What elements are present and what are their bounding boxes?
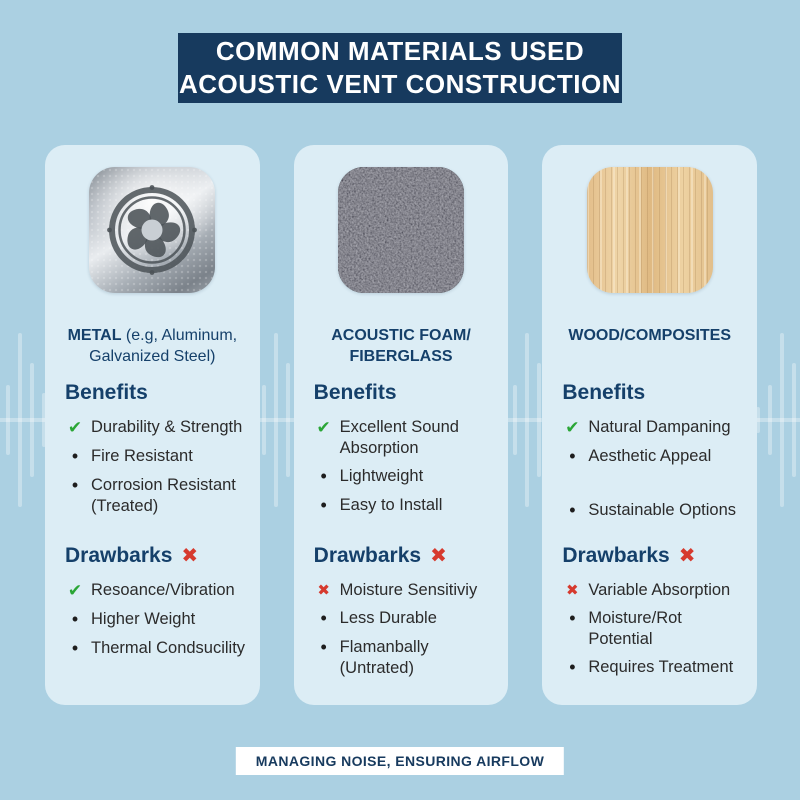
check-icon (65, 417, 85, 439)
drawbacks-heading: Drawbarks ✖ (562, 543, 696, 568)
benefits-section: Benefits Excellent Sound Absorption Ligh… (306, 381, 497, 543)
bullet-icon (314, 637, 334, 679)
material-name-metal: METAL (e.g, Aluminum, Galvanized Steel) (67, 327, 238, 365)
bullet-icon (562, 657, 582, 679)
drawbacks-heading: Drawbarks ✖ (65, 543, 199, 568)
x-icon (314, 580, 334, 601)
x-icon: ✖ (430, 545, 447, 567)
list-item: Variable Absorption (562, 580, 743, 601)
bullet-icon (65, 475, 85, 517)
drawbacks-section: Drawbarks ✖ Variable Absorption Moisture… (554, 543, 745, 686)
drawbacks-heading: Drawbarks ✖ (313, 543, 447, 568)
benefits-heading: Benefits (65, 381, 148, 404)
bullet-icon (65, 446, 85, 468)
drawbacks-section: Drawbarks ✖ Resoance/Vibration Higher We… (57, 543, 248, 667)
bullet-icon (314, 608, 334, 630)
foam-texture (338, 167, 464, 293)
list-item: Fire Resistant (65, 446, 246, 468)
benefits-section: Benefits Natural Dampaning Aesthetic App… (554, 381, 745, 543)
list-item: Resoance/Vibration (65, 580, 246, 602)
fan-icon (107, 185, 198, 275)
bullet-icon (314, 495, 334, 517)
list-item: Less Durable (314, 608, 495, 630)
material-name-acoustic-foam: ACOUSTIC FOAM/ FIBERGLASS (331, 327, 471, 365)
foam-swatch-image (338, 167, 464, 293)
benefits-heading: Benefits (562, 381, 646, 404)
x-icon: ✖ (678, 545, 696, 567)
material-columns: METAL (e.g, Aluminum, Galvanized Steel) … (45, 145, 758, 705)
bullet-icon (65, 609, 85, 631)
bullet-icon (562, 500, 582, 522)
benefits-section: Benefits Durability & Strength Fire Resi… (57, 381, 248, 543)
list-item: Higher Weight (65, 609, 246, 631)
list-item: Moisture/Rot Potential (562, 608, 743, 650)
check-icon (314, 417, 334, 459)
check-icon (65, 580, 85, 602)
drawbacks-section: Drawbarks ✖ Moisture Sensitiviy Less Dur… (306, 543, 497, 686)
check-icon (562, 417, 582, 439)
benefits-heading: Benefits (313, 381, 397, 404)
list-item: Durability & Strength (65, 417, 246, 439)
list-item: Moisture Sensitiviy (314, 580, 495, 601)
footer-tagline: MANAGING NOISE, ENSURING AIRFLOW (235, 747, 565, 775)
list-item: Flamanbally (Untrated) (314, 637, 495, 679)
page-title: COMMON MATERIALS USED ACOUSTIC VENT CONS… (178, 33, 622, 103)
list-item: Excellent Sound Absorption (314, 417, 495, 459)
list-item: Easy to Install (314, 495, 495, 517)
wood-swatch-image (586, 167, 713, 293)
bullet-icon (562, 608, 582, 650)
x-icon (562, 580, 582, 601)
list-item: Thermal Condsucility (65, 638, 246, 660)
bullet-icon (314, 466, 334, 488)
list-item: Natural Dampaning (562, 417, 743, 439)
card-acoustic-foam: ACOUSTIC FOAM/ FIBERGLASS Benefits Excel… (293, 145, 509, 705)
list-item: Sustainable Options (562, 500, 743, 522)
page-title-line2: ACOUSTIC VENT CONSTRUCTION (179, 69, 621, 99)
metal-swatch-image (89, 167, 216, 293)
list-item: Lightweight (314, 466, 495, 488)
x-icon: ✖ (181, 545, 199, 567)
card-metal: METAL (e.g, Aluminum, Galvanized Steel) … (45, 145, 260, 705)
page-title-line1: COMMON MATERIALS USED (215, 36, 585, 66)
material-name-wood: WOOD/COMPOSITES (568, 327, 732, 344)
bullet-icon (562, 446, 582, 468)
list-item: Requires Treatment (562, 657, 743, 679)
card-wood-composites: WOOD/COMPOSITES Benefits Natural Dampani… (542, 145, 758, 705)
bullet-icon (65, 638, 85, 660)
list-item: Corrosion Resistant (Treated) (65, 475, 246, 517)
list-item: Aesthetic Appeal (562, 446, 743, 468)
